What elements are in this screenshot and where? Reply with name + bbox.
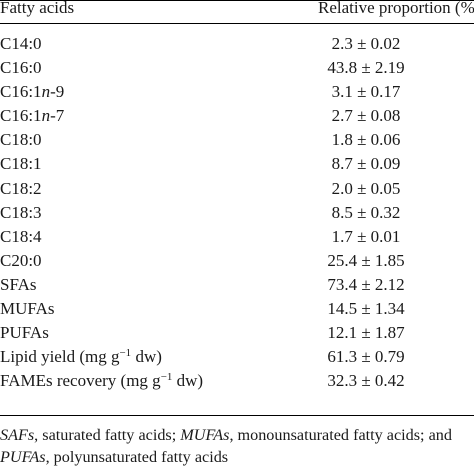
row-value: 2.0 ± 0.05 — [331, 178, 401, 198]
footnote-term-mufas: MUFAs — [180, 426, 230, 444]
row-name: C16:1n-9 — [0, 82, 64, 102]
row-name: C16:1n-7 — [0, 106, 64, 126]
row-value: 3.1 ± 0.17 — [331, 82, 401, 102]
table-header-rule — [0, 23, 474, 24]
row-name: C16:0 — [0, 58, 42, 78]
row-value: 2.3 ± 0.02 — [331, 34, 401, 53]
table-body: C14:0 2.3 ± 0.02 C16:0 43.8 ± 2.19 C16:1… — [0, 34, 474, 395]
row-name-suffix: dw) — [131, 347, 162, 367]
row-value: 2.7 ± 0.08 — [331, 106, 401, 126]
footnote-line-1: SAFs, saturated fatty acids; MUFAs, mono… — [0, 424, 474, 446]
row-name-italic: n — [41, 82, 51, 102]
table-top-rule — [0, 0, 474, 1]
row-name: SFAs — [0, 274, 37, 294]
row-name-exponent: −1 — [119, 347, 132, 360]
row-name-prefix: C16:1 — [0, 82, 42, 102]
row-name: FAMEs recovery (mg g−1 dw) — [0, 371, 203, 391]
table-row: C18:3 8.5 ± 0.32 — [0, 203, 474, 227]
table-row: C16:1n-7 2.7 ± 0.08 — [0, 106, 474, 130]
row-value: 1.8 ± 0.06 — [331, 130, 401, 150]
footnote-def-pufas: , polyunsaturated fatty acids — [45, 448, 229, 466]
table-row: PUFAs 12.1 ± 1.87 — [0, 323, 474, 347]
table-row: C16:0 43.8 ± 2.19 — [0, 58, 474, 82]
row-name: C18:1 — [0, 154, 42, 174]
footnote-def-safs: , saturated fatty acids; — [34, 426, 181, 444]
table-row: C18:0 1.8 ± 0.06 — [0, 130, 474, 154]
row-name-suffix: dw) — [172, 371, 204, 391]
table-row: MUFAs 14.5 ± 1.34 — [0, 299, 474, 323]
row-name: C18:3 — [0, 202, 42, 222]
row-value: 25.4 ± 1.85 — [327, 250, 405, 270]
row-value: 61.3 ± 0.79 — [327, 347, 405, 367]
footnote-term-pufas: PUFAs — [0, 448, 46, 466]
row-value: 12.1 ± 1.87 — [327, 323, 405, 343]
row-value: 1.7 ± 0.01 — [331, 226, 401, 246]
row-name: PUFAs — [0, 323, 49, 343]
row-name-italic: n — [41, 106, 51, 126]
table-header: Fatty acids Relative proportion (%) — [0, 0, 474, 24]
row-value: 14.5 ± 1.34 — [327, 299, 405, 319]
table-row: C18:1 8.7 ± 0.09 — [0, 154, 474, 178]
row-value: 73.4 ± 2.12 — [327, 274, 405, 294]
table-row: C18:2 2.0 ± 0.05 — [0, 179, 474, 203]
row-name-prefix: FAMEs recovery (mg g — [0, 371, 161, 391]
table-row: Lipid yield (mg g−1 dw) 61.3 ± 0.79 — [0, 347, 474, 371]
row-name-suffix: -9 — [50, 82, 65, 102]
row-name: C18:4 — [0, 226, 42, 246]
table-row: SFAs 73.4 ± 2.12 — [0, 275, 474, 299]
row-name-exponent: −1 — [160, 371, 173, 384]
row-name-prefix: Lipid yield (mg g — [0, 347, 120, 367]
footnote-def-mufas: , monounsaturated fatty acids; and — [229, 426, 452, 444]
table-bottom-rule — [0, 415, 474, 416]
row-name-suffix: -7 — [50, 106, 65, 126]
footnote-line-2: PUFAs, polyunsaturated fatty acids — [0, 446, 474, 468]
header-relative-proportion: Relative proportion (%) — [318, 0, 474, 17]
row-name: C18:2 — [0, 178, 42, 198]
header-fatty-acids: Fatty acids — [0, 0, 75, 17]
row-value: 8.7 ± 0.09 — [331, 154, 401, 174]
table-row: C20:0 25.4 ± 1.85 — [0, 251, 474, 275]
row-name: MUFAs — [0, 299, 55, 319]
table-row: C14:0 2.3 ± 0.02 — [0, 34, 474, 58]
table-row: C16:1n-9 3.1 ± 0.17 — [0, 82, 474, 106]
row-name: Lipid yield (mg g−1 dw) — [0, 347, 162, 367]
table-footnote: SAFs, saturated fatty acids; MUFAs, mono… — [0, 424, 474, 468]
row-name: C20:0 — [0, 250, 42, 270]
row-name: C18:0 — [0, 130, 42, 150]
table-row: FAMEs recovery (mg g−1 dw) 32.3 ± 0.42 — [0, 371, 474, 395]
row-name: C14:0 — [0, 34, 42, 53]
row-name-prefix: C16:1 — [0, 106, 42, 126]
row-value: 43.8 ± 2.19 — [327, 58, 405, 78]
row-value: 32.3 ± 0.42 — [327, 371, 405, 391]
footnote-term-safs: SAFs — [0, 426, 35, 444]
row-value: 8.5 ± 0.32 — [331, 202, 401, 222]
table-row: C18:4 1.7 ± 0.01 — [0, 227, 474, 251]
